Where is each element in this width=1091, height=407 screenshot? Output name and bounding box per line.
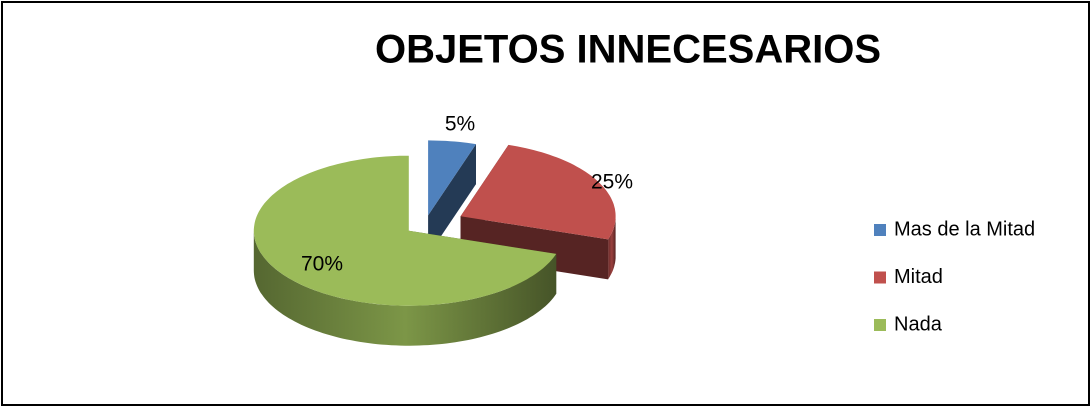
- legend: Mas de la Mitad Mitad Nada: [874, 218, 1035, 335]
- slice: [428, 140, 476, 256]
- data-label: 70%: [301, 253, 343, 276]
- legend-swatch: [874, 319, 886, 331]
- legend-label: Mas de la Mitad: [894, 218, 1035, 240]
- slice-top: [428, 140, 476, 216]
- legend-swatch: [874, 224, 886, 236]
- legend-label: Mitad: [894, 266, 943, 288]
- slice-side: [460, 216, 609, 280]
- legend-label: Nada: [894, 313, 943, 335]
- data-label: 25%: [591, 171, 633, 194]
- slice-side: [428, 144, 476, 256]
- slice-top: [253, 155, 557, 306]
- legend-swatch: [874, 271, 886, 284]
- slice-wall: [253, 230, 557, 346]
- slice: [460, 144, 616, 280]
- slice-top: [460, 144, 616, 240]
- data-label: 5%: [445, 113, 475, 136]
- chart-title: OBJETOS INNECESARIOS: [375, 28, 881, 72]
- slice: [253, 155, 557, 346]
- slice-wall: [608, 216, 616, 280]
- pie: 5% 25% 70%: [253, 113, 633, 346]
